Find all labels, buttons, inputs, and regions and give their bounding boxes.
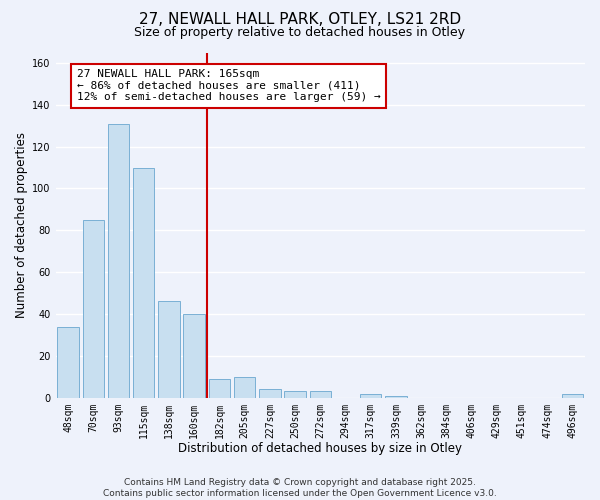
- Bar: [158, 302, 180, 398]
- X-axis label: Distribution of detached houses by size in Otley: Distribution of detached houses by size …: [178, 442, 462, 455]
- Bar: [360, 394, 382, 398]
- Bar: [562, 394, 583, 398]
- Bar: [234, 377, 256, 398]
- Bar: [108, 124, 129, 398]
- Bar: [133, 168, 154, 398]
- Bar: [184, 314, 205, 398]
- Bar: [310, 392, 331, 398]
- Bar: [209, 379, 230, 398]
- Bar: [284, 392, 306, 398]
- Text: Contains HM Land Registry data © Crown copyright and database right 2025.
Contai: Contains HM Land Registry data © Crown c…: [103, 478, 497, 498]
- Text: 27 NEWALL HALL PARK: 165sqm
← 86% of detached houses are smaller (411)
12% of se: 27 NEWALL HALL PARK: 165sqm ← 86% of det…: [77, 69, 381, 102]
- Bar: [259, 390, 281, 398]
- Text: Size of property relative to detached houses in Otley: Size of property relative to detached ho…: [134, 26, 466, 39]
- Bar: [385, 396, 407, 398]
- Bar: [83, 220, 104, 398]
- Y-axis label: Number of detached properties: Number of detached properties: [15, 132, 28, 318]
- Text: 27, NEWALL HALL PARK, OTLEY, LS21 2RD: 27, NEWALL HALL PARK, OTLEY, LS21 2RD: [139, 12, 461, 28]
- Bar: [58, 326, 79, 398]
